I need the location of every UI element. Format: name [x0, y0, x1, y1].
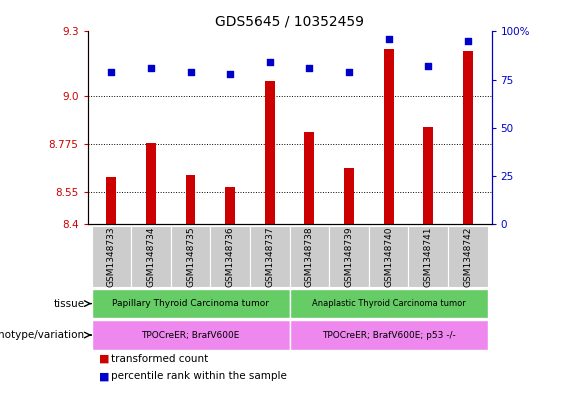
Text: GSM1348739: GSM1348739: [345, 226, 354, 287]
Bar: [329, 226, 369, 287]
Text: GSM1348735: GSM1348735: [186, 226, 195, 287]
Text: GSM1348736: GSM1348736: [225, 226, 234, 287]
Bar: [131, 226, 171, 287]
Bar: [423, 127, 433, 224]
Bar: [408, 226, 448, 287]
Title: GDS5645 / 10352459: GDS5645 / 10352459: [215, 15, 364, 29]
Bar: [290, 226, 329, 287]
Text: TPOCreER; BrafV600E: TPOCreER; BrafV600E: [141, 331, 240, 340]
Text: GSM1348737: GSM1348737: [265, 226, 274, 287]
Text: GSM1348738: GSM1348738: [305, 226, 314, 287]
Text: genotype/variation: genotype/variation: [0, 330, 85, 340]
Bar: [106, 177, 116, 224]
Bar: [171, 226, 210, 287]
Bar: [344, 168, 354, 224]
Point: [107, 69, 116, 75]
Bar: [185, 175, 195, 224]
Text: tissue: tissue: [54, 299, 85, 309]
Point: [345, 69, 354, 75]
Bar: [225, 187, 235, 224]
Bar: [265, 81, 275, 224]
Point: [305, 65, 314, 71]
Text: ■: ■: [99, 371, 110, 381]
Text: percentile rank within the sample: percentile rank within the sample: [111, 371, 287, 381]
Text: GSM1348742: GSM1348742: [463, 226, 472, 286]
Text: GSM1348734: GSM1348734: [146, 226, 155, 286]
Text: Anaplastic Thyroid Carcinoma tumor: Anaplastic Thyroid Carcinoma tumor: [312, 299, 466, 308]
Bar: [290, 320, 488, 350]
Bar: [92, 226, 131, 287]
Text: transformed count: transformed count: [111, 354, 208, 364]
Text: GSM1348741: GSM1348741: [424, 226, 433, 286]
Text: Papillary Thyroid Carcinoma tumor: Papillary Thyroid Carcinoma tumor: [112, 299, 269, 308]
Point: [225, 71, 234, 77]
Point: [186, 69, 195, 75]
Bar: [92, 289, 290, 318]
Bar: [210, 226, 250, 287]
Point: [265, 59, 274, 65]
Bar: [290, 289, 488, 318]
Bar: [146, 143, 156, 224]
Text: ■: ■: [99, 354, 110, 364]
Point: [384, 36, 393, 42]
Bar: [448, 226, 488, 287]
Bar: [250, 226, 290, 287]
Text: TPOCreER; BrafV600E; p53 -/-: TPOCreER; BrafV600E; p53 -/-: [321, 331, 455, 340]
Text: GSM1348740: GSM1348740: [384, 226, 393, 286]
Bar: [92, 320, 290, 350]
Text: GSM1348733: GSM1348733: [107, 226, 116, 287]
Point: [463, 38, 472, 44]
Bar: [369, 226, 408, 287]
Point: [146, 65, 155, 71]
Bar: [384, 49, 394, 224]
Point: [424, 63, 433, 69]
Bar: [305, 132, 314, 224]
Bar: [463, 51, 473, 224]
